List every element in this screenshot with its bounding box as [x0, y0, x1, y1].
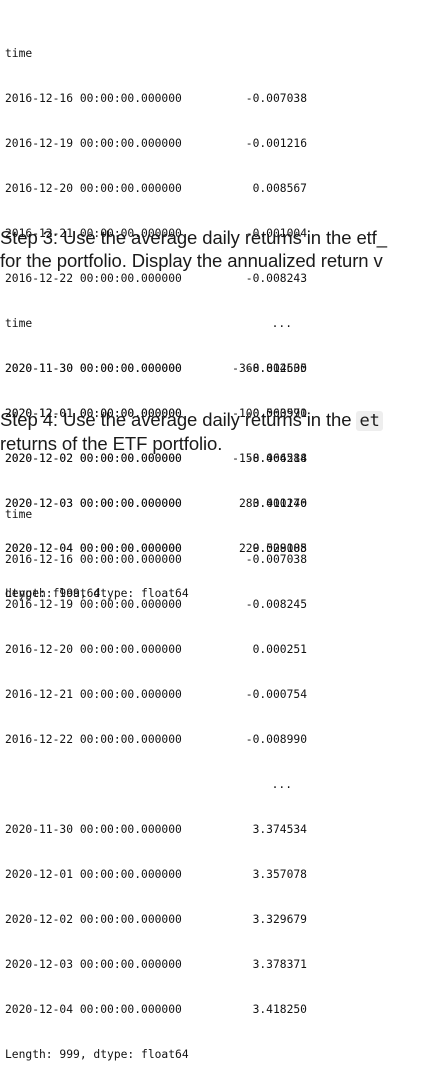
series-index-name: time	[5, 47, 33, 60]
output-series-cumulative-returns: time 2016-12-16 00:00:00.000000 -0.007038…	[5, 477, 307, 1077]
series-row: 2016-12-22 00:00:00.000000 -0.008243	[5, 272, 307, 285]
step-4-heading: Step 4: Use the average daily returns in…	[0, 409, 421, 455]
series-row: 2016-12-19 00:00:00.000000 -0.001216	[5, 137, 307, 150]
series-row: 2020-11-30 00:00:00.000000 -368.802500	[5, 362, 307, 375]
step-3-line-2: for the portfolio. Display the annualize…	[0, 249, 383, 271]
series-footer: dtype: float64	[5, 587, 101, 600]
series-row: 2016-12-19 00:00:00.000000 -0.008245	[5, 598, 307, 611]
series-ellipsis: ...	[271, 778, 292, 791]
series-row: 2020-12-02 00:00:00.000000 -0.006288	[5, 452, 307, 465]
series-row: 2016-12-22 00:00:00.000000 -0.008990	[5, 733, 307, 746]
series-row: 2016-12-20 00:00:00.000000 0.008567	[5, 182, 307, 195]
series-row: 2020-12-01 00:00:00.000000 -100.560571	[5, 407, 307, 420]
series-row: 2020-11-30 00:00:00.000000 -0.014635	[5, 362, 307, 375]
series-row: 2020-12-01 00:00:00.000000 3.357078	[5, 868, 307, 881]
series-row: 2020-12-04 00:00:00.000000 229.528085	[5, 542, 307, 555]
series-index-name: time	[5, 317, 33, 330]
series-row: 2020-11-30 00:00:00.000000 3.374534	[5, 823, 307, 836]
series-row: 2016-12-21 00:00:00.000000 -0.000754	[5, 688, 307, 701]
series-row: 2020-12-02 00:00:00.000000 -158.464514	[5, 452, 307, 465]
series-row: 2016-12-21 00:00:00.000000 -0.001004	[5, 227, 307, 240]
step-4-line-1: Step 4: Use the average daily returns in…	[0, 409, 421, 433]
series-row: 2016-12-20 00:00:00.000000 0.000251	[5, 643, 307, 656]
series-row: 2016-12-16 00:00:00.000000 -0.007038	[5, 92, 307, 105]
series-footer: Length: 999, dtype: float64	[5, 587, 189, 600]
series-ellipsis: ...	[271, 317, 292, 330]
step-4-line-2: returns of the ETF portfolio.	[0, 432, 223, 454]
series-index-name: time	[5, 508, 33, 521]
series-row: 2020-12-04 00:00:00.000000 3.418250	[5, 1003, 307, 1016]
series-row: 2016-12-16 00:00:00.000000 -0.007038	[5, 553, 307, 566]
series-footer: Length: 999, dtype: float64	[5, 1048, 189, 1061]
series-row: 2020-12-03 00:00:00.000000 283.400170	[5, 497, 307, 510]
series-row: 2020-12-01 00:00:00.000000 -0.003990	[5, 407, 307, 420]
step-3-line-1: Step 3: Use the average daily returns in…	[0, 227, 387, 248]
series-row: 2020-12-03 00:00:00.000000 3.378371	[5, 958, 307, 971]
output-series-annualized: time 2020-11-30 00:00:00.000000 -368.8025…	[5, 286, 307, 616]
series-row: 2020-12-02 00:00:00.000000 3.329679	[5, 913, 307, 926]
series-row: 2020-12-04 00:00:00.000000 0.009108	[5, 542, 307, 555]
series-row: 2020-12-03 00:00:00.000000 0.011246	[5, 497, 307, 510]
output-series-daily-returns: time 2016-12-16 00:00:00.000000 -0.007038…	[5, 16, 307, 616]
step-3-heading: Step 3: Use the average daily returns in…	[0, 227, 421, 272]
inline-code: et	[356, 411, 383, 431]
